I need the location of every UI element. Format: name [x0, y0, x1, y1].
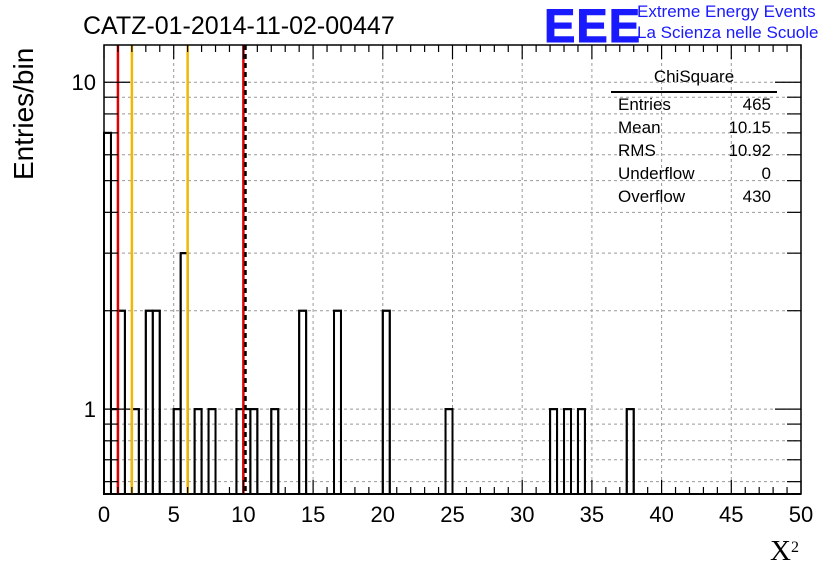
chart-title: CATZ-01-2014-11-02-00447	[83, 12, 395, 40]
stats-label: Entries	[618, 95, 671, 114]
x-tick-label: 35	[580, 502, 604, 527]
histogram-bin	[144, 309, 154, 495]
x-axis-label: X2	[770, 535, 799, 568]
stats-row-overflow: Overflow 430	[611, 185, 777, 208]
stats-label: Mean	[618, 118, 661, 137]
x-tick-label: 45	[719, 502, 743, 527]
stats-value: 465	[742, 95, 771, 114]
x-tick-label: 5	[168, 502, 180, 527]
x-tick-label: 50	[789, 502, 813, 527]
histogram-bin	[333, 309, 342, 495]
eee-logo: EEE Extreme Energy Events La Scienza nel…	[543, 0, 834, 53]
histogram-bin	[298, 309, 308, 495]
y-tick-label: 10	[72, 70, 96, 95]
stats-row-underflow: Underflow 0	[611, 162, 777, 185]
histogram-bin	[381, 309, 391, 495]
eee-logo-mark: EEE	[543, 0, 642, 53]
x-tick-label: 30	[510, 502, 534, 527]
stats-value: 430	[742, 187, 771, 206]
x-tick-label: 40	[649, 502, 673, 527]
logo-line-1: Extreme Energy Events	[637, 2, 816, 21]
x-tick-label: 0	[98, 502, 110, 527]
y-axis-label: Entries/bin	[8, 47, 39, 180]
stats-box: ChiSquare Entries 465 Mean 10.15 RMS 10.…	[611, 67, 777, 208]
logo-line-2: La Scienza nelle Scuole	[637, 23, 819, 42]
stats-row-rms: RMS 10.92	[611, 139, 777, 162]
stats-value: 10.15	[728, 118, 771, 137]
stats-label: Underflow	[618, 164, 695, 183]
x-tick-label: 20	[371, 502, 395, 527]
stats-row-entries: Entries 465	[611, 93, 777, 116]
stats-title: ChiSquare	[611, 67, 777, 93]
stats-row-mean: Mean 10.15	[611, 116, 777, 139]
histogram-bin	[151, 309, 161, 495]
y-tick-label: 1	[84, 397, 96, 422]
x-axis-label-superscript: 2	[790, 539, 799, 556]
x-tick-label: 10	[231, 502, 255, 527]
x-tick-label: 15	[301, 502, 325, 527]
stats-value: 10.92	[728, 141, 771, 160]
stats-label: Overflow	[618, 187, 686, 206]
stats-value: 0	[761, 164, 771, 183]
x-tick-label: 25	[440, 502, 464, 527]
histogram-bin	[103, 131, 112, 496]
x-axis-label-base: X	[770, 535, 791, 567]
stats-label: RMS	[618, 141, 656, 160]
